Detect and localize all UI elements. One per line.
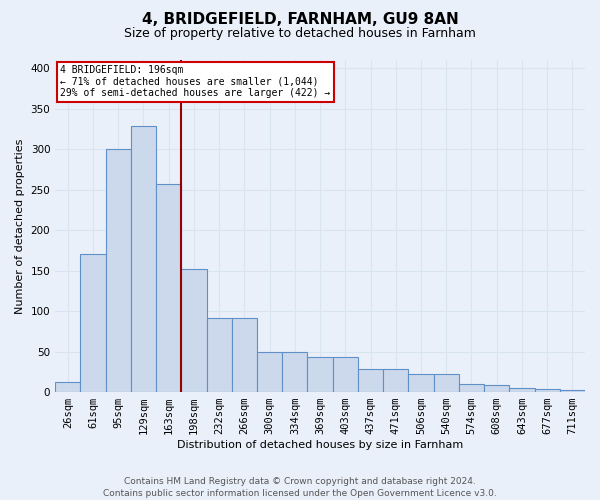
Bar [106, 149, 131, 392]
Bar [131, 126, 156, 392]
Text: 4 BRIDGEFIELD: 196sqm
← 71% of detached houses are smaller (1,044)
29% of semi-d: 4 BRIDGEFIELD: 196sqm ← 71% of detached … [61, 65, 331, 98]
Bar [459, 384, 484, 392]
Bar [434, 374, 459, 392]
Bar [55, 382, 80, 392]
Bar [484, 385, 509, 392]
X-axis label: Distribution of detached houses by size in Farnham: Distribution of detached houses by size … [177, 440, 463, 450]
Bar [332, 358, 358, 392]
Bar [509, 388, 535, 392]
Text: Size of property relative to detached houses in Farnham: Size of property relative to detached ho… [124, 28, 476, 40]
Y-axis label: Number of detached properties: Number of detached properties [15, 138, 25, 314]
Bar [535, 389, 560, 392]
Bar [257, 352, 282, 392]
Bar [307, 358, 332, 392]
Bar [358, 368, 383, 392]
Bar [282, 352, 307, 392]
Bar [232, 318, 257, 392]
Bar [560, 390, 585, 392]
Bar [383, 370, 409, 392]
Bar [206, 318, 232, 392]
Bar [156, 184, 181, 392]
Bar [181, 269, 206, 392]
Bar [409, 374, 434, 392]
Bar [80, 254, 106, 392]
Text: Contains HM Land Registry data © Crown copyright and database right 2024.
Contai: Contains HM Land Registry data © Crown c… [103, 476, 497, 498]
Text: 4, BRIDGEFIELD, FARNHAM, GU9 8AN: 4, BRIDGEFIELD, FARNHAM, GU9 8AN [142, 12, 458, 28]
